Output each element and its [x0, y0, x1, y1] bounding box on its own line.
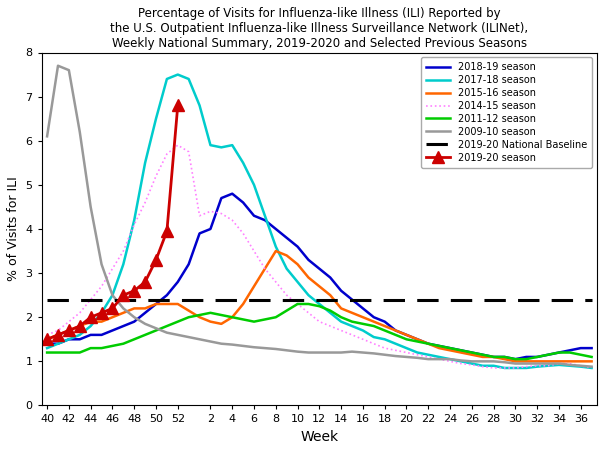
X-axis label: Week: Week — [300, 430, 338, 444]
Y-axis label: % of Visits for ILI: % of Visits for ILI — [7, 177, 20, 281]
Legend: 2018-19 season, 2017-18 season, 2015-16 season, 2014-15 season, 2011-12 season, : 2018-19 season, 2017-18 season, 2015-16 … — [421, 57, 592, 167]
Title: Percentage of Visits for Influenza-like Illness (ILI) Reported by
the U.S. Outpa: Percentage of Visits for Influenza-like … — [111, 7, 528, 50]
